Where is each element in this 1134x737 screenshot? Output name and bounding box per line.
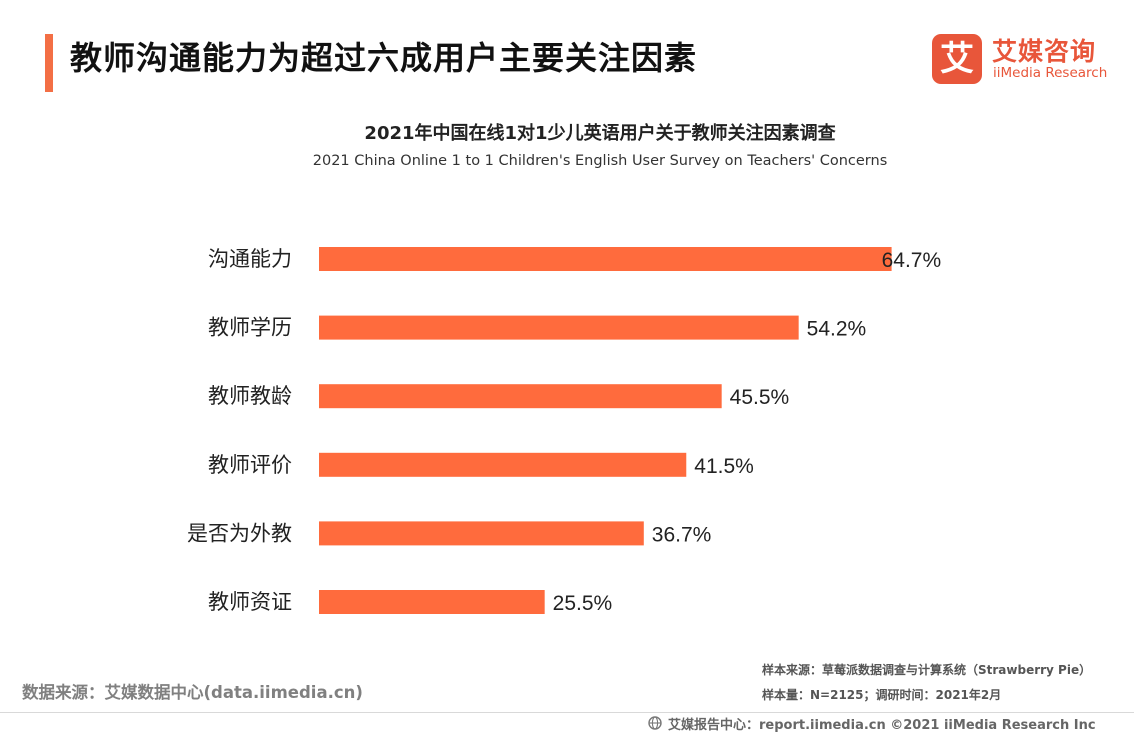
value-label: 64.7%	[882, 249, 942, 272]
bar	[319, 521, 644, 546]
page-title: 教师沟通能力为超过六成用户主要关注因素	[70, 39, 698, 77]
category-label: 教师资证	[208, 590, 292, 614]
globe-icon	[648, 716, 662, 730]
chart-title: 2021年中国在线1对1少儿英语用户关于教师关注因素调查	[364, 123, 836, 144]
logo-chinese-name: 艾媒咨询	[992, 37, 1097, 66]
bar	[319, 247, 892, 271]
title-accent-bar	[45, 34, 53, 92]
chart-subtitle: 2021 China Online 1 to 1 Children's Engl…	[312, 153, 888, 169]
category-label: 教师学历	[208, 316, 292, 340]
logo-mark: 艾	[932, 34, 982, 84]
category-label: 是否为外教	[187, 521, 292, 545]
footer-copyright: 艾媒报告中心：report.iimedia.cn ©2021 iiMedia R…	[668, 718, 1096, 733]
brand-logo[interactable]: 艾 艾媒咨询 iiMedia Research	[932, 30, 1117, 86]
sample-size-note: 样本量：N=2125；调研时间：2021年2月	[762, 688, 1002, 702]
bar	[319, 315, 799, 340]
logo-glyph: 艾	[940, 39, 974, 79]
category-label: 沟通能力	[208, 247, 292, 271]
value-label: 25.5%	[553, 592, 613, 615]
value-label: 36.7%	[652, 523, 712, 546]
sample-source-note: 样本来源：草莓派数据调查与计算系统（Strawberry Pie）	[762, 663, 1092, 677]
bar	[319, 384, 722, 409]
footer-divider	[0, 712, 1134, 713]
category-label: 教师教龄	[208, 384, 292, 408]
value-label: 45.5%	[730, 386, 790, 409]
value-label: 54.2%	[807, 318, 867, 341]
bar	[319, 452, 687, 477]
value-label: 41.5%	[694, 455, 754, 478]
data-source-note: 数据来源：艾媒数据中心(data.iimedia.cn)	[22, 683, 363, 702]
category-label: 教师评价	[208, 453, 292, 477]
bar	[319, 590, 545, 614]
logo-english-name: iiMedia Research	[993, 65, 1108, 81]
